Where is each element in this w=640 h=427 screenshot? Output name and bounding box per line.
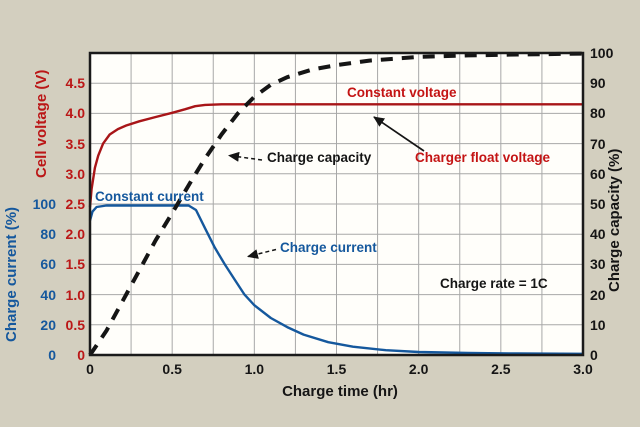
voltage-tick-label: 2.5 <box>65 196 85 212</box>
data-curves <box>88 51 584 357</box>
plot-frame <box>88 51 585 357</box>
current-tick-label: 100 <box>32 196 56 212</box>
constant-current-label: Constant current <box>95 189 204 204</box>
current-tick-label: 60 <box>40 256 56 273</box>
capacity-tick-label: 10 <box>590 316 606 333</box>
time-tick-label: 2.5 <box>491 361 511 377</box>
time-tick-label: 0 <box>86 361 94 377</box>
voltage-tick-label: 1.5 <box>65 256 85 273</box>
cell-voltage-axis-title: Cell voltage (V) <box>33 69 50 179</box>
capacity-tick-label: 80 <box>590 105 606 122</box>
cell-voltage-curve <box>88 103 583 208</box>
voltage-tick-label: 4.0 <box>65 105 85 122</box>
capacity-tick-label: 20 <box>590 286 606 303</box>
charge-current-arrow <box>247 248 277 259</box>
current-tick-label: 80 <box>40 226 56 243</box>
charger-float-voltage-arrow <box>373 116 425 152</box>
time-tick-label: 2.0 <box>408 361 429 377</box>
time-tick-label: 1.5 <box>326 361 347 377</box>
current-tick-label: 20 <box>40 316 56 333</box>
voltage-tick-label: 4.5 <box>65 75 85 92</box>
charge-current-axis-title: Charge current (%) <box>3 206 20 343</box>
voltage-tick-label: 0.5 <box>65 316 85 333</box>
annotation-arrows <box>228 116 425 259</box>
capacity-tick-label: 60 <box>590 165 606 182</box>
voltage-tick-label: 3.0 <box>65 165 85 182</box>
voltage-tick-label: 1.0 <box>65 286 85 303</box>
charge-capacity-curve <box>88 51 584 357</box>
current-tick-label: 0 <box>48 347 56 363</box>
time-tick-label: 0.5 <box>162 361 182 377</box>
charge-current-curve <box>88 204 584 355</box>
capacity-tick-label: 0 <box>590 347 598 363</box>
plot-border <box>88 51 585 357</box>
capacity-tick-label: 90 <box>590 75 606 92</box>
charge-current-label: Charge current <box>280 240 377 255</box>
capacity-tick-label: 30 <box>590 256 606 273</box>
charge-capacity-arrow <box>228 151 263 162</box>
time-tick-label: 1.0 <box>244 361 265 377</box>
constant-voltage-label: Constant voltage <box>347 85 457 100</box>
time-tick-label: 3.0 <box>573 361 593 377</box>
capacity-tick-label: 70 <box>590 135 606 152</box>
voltage-tick-label: 3.5 <box>65 135 85 152</box>
voltage-tick-label: 0 <box>77 347 85 363</box>
charge-capacity-label: Charge capacity <box>267 150 372 165</box>
capacity-tick-label: 50 <box>590 196 606 212</box>
charge-capacity-axis-title: Charge capacity (%) <box>606 148 623 293</box>
charge-rate-label: Charge rate = 1C <box>440 276 548 291</box>
voltage-tick-label: 2.0 <box>65 226 85 243</box>
charger-float-voltage-label: Charger float voltage <box>415 150 551 165</box>
current-tick-label: 40 <box>40 286 56 303</box>
charge-time-axis-title: Charge time (hr) <box>282 383 398 400</box>
capacity-tick-label: 100 <box>590 45 614 61</box>
capacity-tick-label: 40 <box>590 226 606 243</box>
